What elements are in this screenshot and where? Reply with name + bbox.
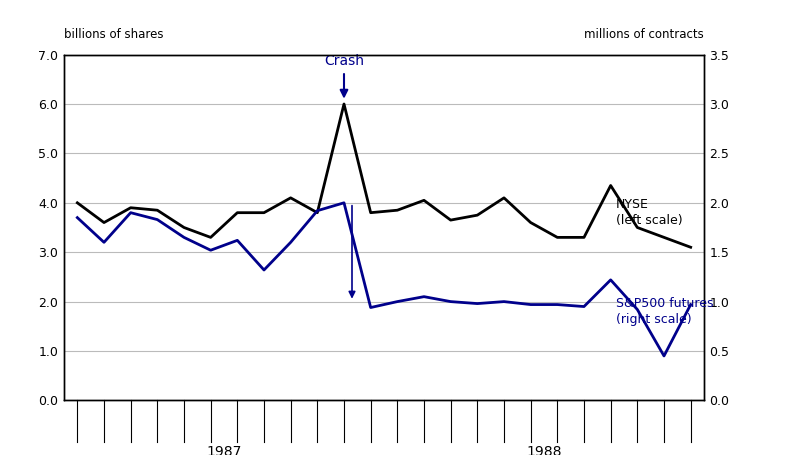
Text: millions of contracts: millions of contracts <box>584 28 704 41</box>
Text: 1988: 1988 <box>526 445 562 455</box>
Text: Crash: Crash <box>324 55 364 96</box>
Text: S&P500 futures
(right scale): S&P500 futures (right scale) <box>616 297 714 326</box>
Text: NYSE
(left scale): NYSE (left scale) <box>616 198 682 227</box>
Text: billions of shares: billions of shares <box>64 28 163 41</box>
Text: 1987: 1987 <box>206 445 242 455</box>
